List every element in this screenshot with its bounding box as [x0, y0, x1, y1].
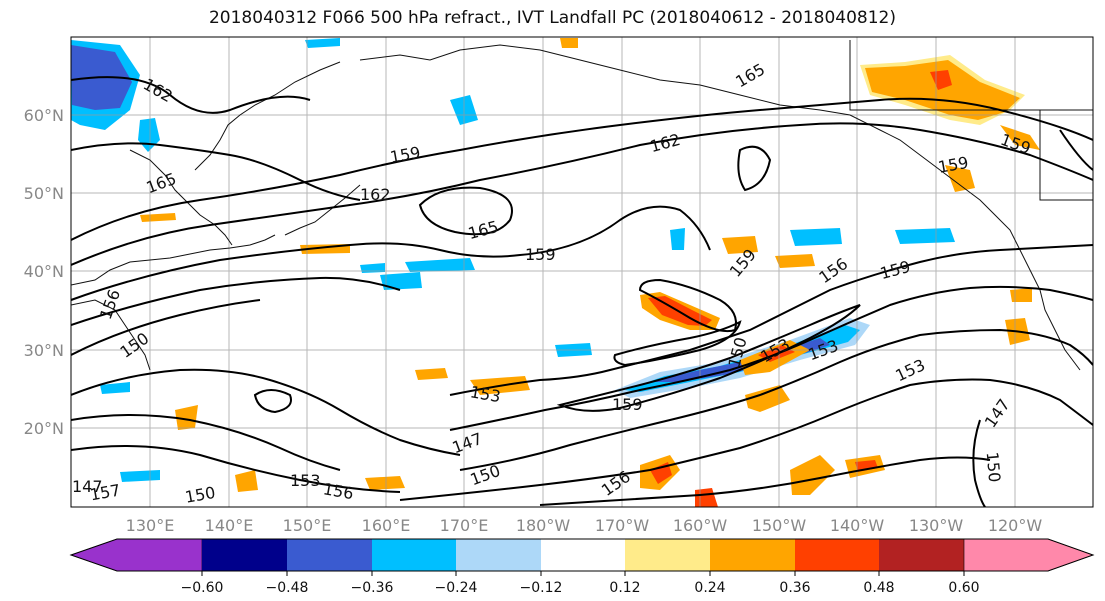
lat-label: 60°N: [24, 106, 64, 125]
colorbar-tick-label: −0.24: [435, 580, 478, 596]
map-title: 2018040312 F066 500 hPa refract., IVT La…: [208, 8, 896, 28]
colorbar: −0.60 −0.48 −0.36 −0.24 −0.12 0.12 0.24 …: [69, 538, 1095, 596]
lat-label: 30°N: [24, 341, 64, 360]
colorbar-segment: [202, 539, 287, 571]
plot-border: [70, 36, 1094, 508]
lon-label: 170°W: [595, 516, 650, 535]
contour-label: 150: [983, 451, 1005, 483]
colorbar-segment: [625, 539, 710, 571]
colorbar-tick-label: −0.12: [520, 580, 563, 596]
lat-label: 50°N: [24, 184, 64, 203]
lat-label: 20°N: [24, 419, 64, 438]
lat-label: 40°N: [24, 262, 64, 281]
lon-label: 180°W: [516, 516, 571, 535]
lon-label: 140°E: [205, 516, 254, 535]
lon-label: 160°W: [673, 516, 728, 535]
colorbar-segment: [456, 539, 541, 571]
colorbar-outline: [69, 538, 1095, 572]
contour-label: 153: [290, 471, 321, 490]
lon-label: 150°E: [283, 516, 332, 535]
colorbar-tick-label: −0.60: [181, 580, 224, 596]
colorbar-segment: [287, 539, 372, 571]
contours: [71, 76, 1093, 507]
colorbar-segment: [879, 539, 964, 571]
contour-label: 147: [72, 477, 103, 496]
colorbar-tick-label: 0.60: [948, 580, 979, 596]
lon-label: 170°E: [440, 516, 489, 535]
colorbar-segment: [963, 538, 1094, 572]
longitude-labels: 130°E 140°E 150°E 160°E 170°E 180°W 170°…: [126, 516, 1043, 535]
colorbar-tick-label: 0.36: [779, 580, 810, 596]
lon-label: 130°E: [126, 516, 175, 535]
colorbar-segment: [541, 539, 625, 571]
lon-label: 150°W: [752, 516, 807, 535]
colorbar-segment: [70, 538, 203, 572]
lon-label: 140°W: [830, 516, 885, 535]
colorbar-tick-label: 0.12: [609, 580, 640, 596]
lon-label: 160°E: [362, 516, 411, 535]
latitude-labels: 60°N 50°N 40°N 30°N 20°N: [24, 106, 64, 438]
coastlines: [71, 40, 1093, 371]
lon-label: 130°W: [909, 516, 964, 535]
colorbar-tick-label: 0.24: [694, 580, 725, 596]
shaded-regions: [71, 38, 1040, 507]
colorbar-tick-label: −0.48: [266, 580, 309, 596]
lon-label: 120°W: [988, 516, 1043, 535]
map-plot-area: 162 165 165 162 159 162 165 159 159 156 …: [71, 37, 1093, 507]
contour-label: 162: [360, 185, 391, 204]
contour-label: 159: [525, 245, 556, 264]
colorbar-segment: [372, 539, 456, 571]
colorbar-tick-label: 0.48: [863, 580, 894, 596]
colorbar-segment: [795, 539, 879, 571]
colorbar-segment: [710, 539, 795, 571]
contour-label: 159: [612, 395, 643, 414]
colorbar-tick-label: −0.36: [351, 580, 394, 596]
